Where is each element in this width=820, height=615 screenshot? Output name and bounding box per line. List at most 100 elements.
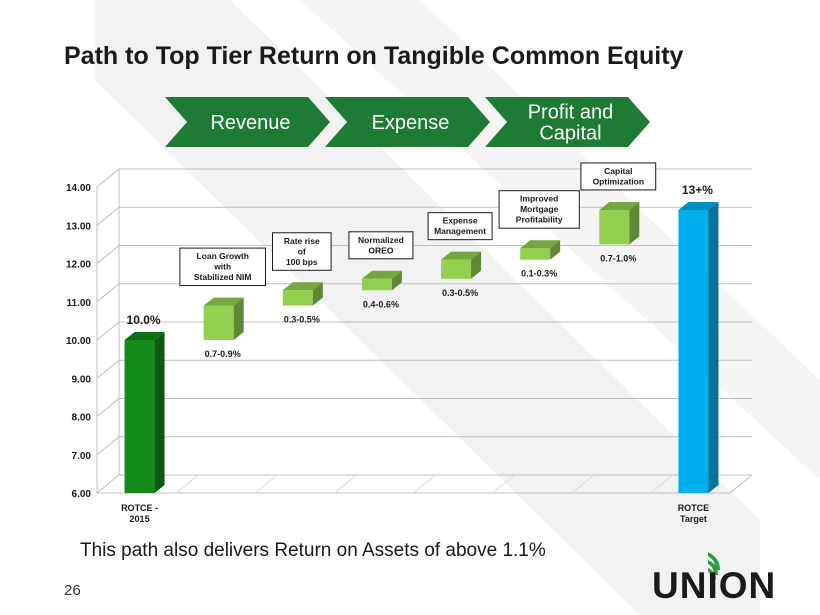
waterfall-chart: 6.00 7.00 8.00 9.00 10.00 11.00 12.00 13.00 14.0… [66, 162, 753, 524]
bar-side [391, 270, 402, 291]
bar-value-label: 0.3-0.5% [284, 315, 320, 325]
driver-label-border [427, 212, 493, 241]
bar-top [520, 240, 561, 249]
gridline [96, 283, 752, 303]
driver-label-text: Capital [604, 166, 632, 176]
driver-label-text: Rate rise [284, 236, 320, 246]
union-logo-text: UNION [652, 565, 776, 606]
bar-value-label: 0.7-0.9% [205, 349, 241, 359]
driver-label-text: Management [434, 226, 486, 236]
y-tick-label: 12.00 [66, 260, 91, 271]
bar-end [678, 201, 719, 493]
driver-label-text: OREO [368, 245, 393, 255]
driver-label-text: Optimization [593, 176, 644, 186]
category-tick [413, 474, 436, 494]
process-chevron [325, 97, 490, 147]
bar-start [124, 332, 165, 493]
driver-label-border [348, 231, 414, 260]
bar-side [629, 201, 640, 245]
x-category-label: 2015 [130, 514, 150, 524]
process-step-label: Profit and [528, 102, 614, 124]
bar-side [312, 282, 323, 306]
y-tick-label: 13.00 [66, 221, 91, 232]
bar-side [550, 240, 561, 260]
bar-front [520, 248, 551, 260]
y-tick-label: 9.00 [72, 374, 92, 385]
union-leaf-icon [708, 552, 720, 579]
category-tick [492, 474, 515, 494]
bar-value-label: 10.0% [127, 313, 161, 327]
gridline [96, 321, 752, 341]
y-tick-label: 8.00 [72, 413, 92, 424]
bar-side [233, 297, 244, 340]
driver-label-border [498, 190, 580, 229]
y-tick-label: 7.00 [72, 451, 92, 462]
bar-front [203, 305, 234, 340]
driver-label-text: with [213, 262, 231, 272]
bar-top [678, 201, 719, 210]
bar-value-label: 0.1-0.3% [521, 269, 557, 279]
driver-label-text: 100 bps [286, 257, 318, 267]
gridline [96, 398, 752, 417]
bar-front [599, 209, 630, 245]
y-tick-label: 11.00 [67, 298, 92, 309]
driver-label-text: Improved [520, 194, 558, 204]
y-tick-label: 14.00 [66, 183, 91, 194]
category-tick [175, 474, 199, 494]
process-step-label: Expense [372, 112, 450, 134]
process-chevron [165, 97, 330, 147]
driver-label-text: Profitability [516, 215, 563, 225]
bar-value-label: 13+% [682, 183, 713, 197]
bar-top [441, 251, 482, 260]
bar-value-label: 0.3-0.5% [442, 288, 478, 298]
bar-top [124, 332, 165, 340]
gridline [96, 474, 752, 494]
x-category-label: Target [680, 514, 707, 524]
y-tick-label: 6.00 [72, 489, 92, 500]
floor-edge [729, 474, 753, 494]
chart-back-wall [97, 169, 752, 493]
gridline [96, 168, 752, 188]
bar-side [708, 201, 719, 493]
driver-label-border [179, 247, 266, 287]
gridline [96, 206, 752, 226]
bar-top [361, 270, 402, 279]
bar-step [599, 201, 640, 245]
driver-label-text: Loan Growth [196, 251, 248, 261]
bar-front [678, 209, 709, 493]
category-tick [571, 474, 595, 494]
bar-front [282, 290, 313, 306]
y-tick-label: 10.00 [66, 336, 91, 347]
bar-front [361, 278, 392, 291]
driver-label-text: Normalized [358, 235, 404, 245]
page-number: 26 [64, 582, 81, 599]
bar-top [282, 282, 323, 291]
category-tick [650, 474, 674, 494]
bar-top [203, 297, 244, 306]
bar-step [203, 297, 244, 340]
bar-side [471, 251, 482, 279]
process-chevron [485, 97, 650, 147]
process-step-label: Capital [539, 123, 601, 145]
bar-side [154, 332, 165, 493]
driver-label-border [272, 232, 332, 271]
bar-front [124, 340, 155, 493]
driver-label-text: Expense [443, 216, 478, 226]
bar-step [282, 282, 323, 306]
driver-label-border [580, 162, 657, 191]
roa-footnote: This path also delivers Return on Assets… [80, 540, 546, 561]
union-logo: UNION [652, 552, 776, 606]
page-title: Path to Top Tier Return on Tangible Comm… [64, 42, 684, 70]
driver-label-text: Stabilized NIM [194, 272, 252, 282]
gridline [96, 436, 752, 456]
bar-front [441, 259, 472, 279]
bar-value-label: 0.4-0.6% [363, 299, 399, 309]
x-category-label: ROTCE [678, 503, 710, 513]
category-tick [334, 474, 357, 494]
